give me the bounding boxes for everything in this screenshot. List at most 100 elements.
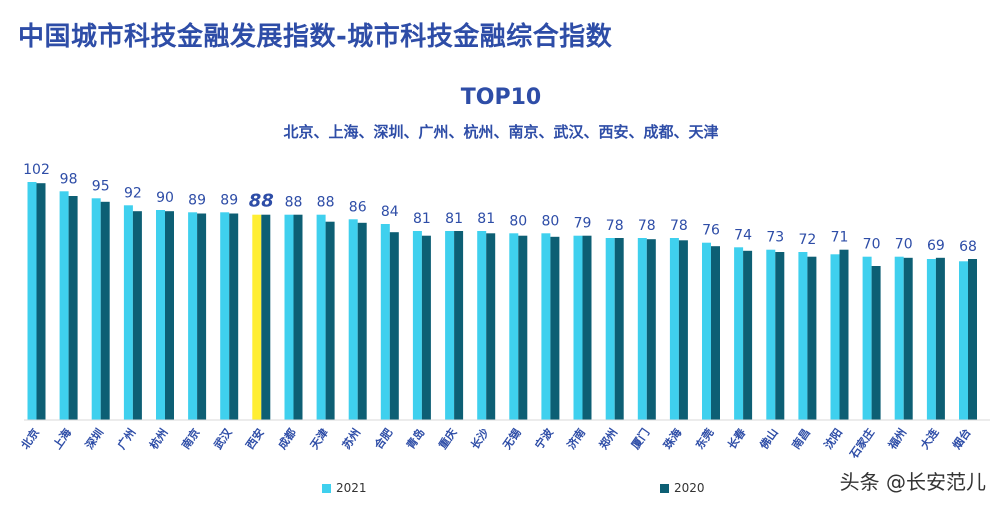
data-label-天津: 88 xyxy=(317,195,335,211)
x-tick-label-厦门: 厦门 xyxy=(628,426,652,452)
data-label-大连: 69 xyxy=(927,238,945,254)
legend-swatch-2021 xyxy=(322,483,331,493)
x-tick-label-烟台: 烟台 xyxy=(949,426,973,452)
bar-2020-深圳 xyxy=(100,201,110,420)
bar-2020-合肥 xyxy=(389,232,399,420)
data-label-济南: 79 xyxy=(574,216,592,232)
data-label-广州: 92 xyxy=(124,185,142,201)
x-tick-label-深圳: 深圳 xyxy=(82,426,106,452)
data-label-北京: 102 xyxy=(23,162,50,178)
bar-2021-深圳 xyxy=(91,198,101,420)
bar-2020-广州 xyxy=(132,211,142,420)
bar-2021-北京 xyxy=(27,182,37,420)
data-label-南昌: 72 xyxy=(798,232,816,248)
bar-2021-成都 xyxy=(284,214,294,420)
bar-2020-武汉 xyxy=(229,213,239,420)
data-label-青岛: 81 xyxy=(413,211,431,227)
x-tick-label-广州: 广州 xyxy=(114,426,138,452)
bar-2021-重庆 xyxy=(445,231,455,420)
x-tick-label-长春: 长春 xyxy=(724,425,749,452)
chart-title: TOP10 xyxy=(460,85,542,110)
x-tick-label-佛山: 佛山 xyxy=(756,426,781,453)
data-label-武汉: 89 xyxy=(220,192,238,208)
bar-2021-宁波 xyxy=(541,233,551,420)
x-tick-label-成都: 成都 xyxy=(275,426,299,452)
x-tick-label-北京: 北京 xyxy=(18,426,42,452)
bar-2021-南京 xyxy=(188,212,198,420)
x-tick-label-石家庄: 石家庄 xyxy=(846,426,877,462)
bar-2021-无锡 xyxy=(509,233,519,420)
bar-2020-天津 xyxy=(325,221,335,420)
bar-2021-杭州 xyxy=(156,210,165,420)
bar-2021-佛山 xyxy=(766,249,776,420)
bar-2020-珠海 xyxy=(678,240,688,420)
x-tick-label-沈阳: 沈阳 xyxy=(821,426,845,452)
x-tick-label-西安: 西安 xyxy=(243,426,267,452)
bar-2021-福州 xyxy=(894,256,904,420)
bar-2020-长沙 xyxy=(486,233,496,420)
bar-2021-郑州 xyxy=(605,238,615,420)
data-label-成都: 88 xyxy=(285,195,303,211)
bar-2020-济南 xyxy=(582,235,592,420)
data-label-西安: 88 xyxy=(249,191,274,212)
bar-2021-长沙 xyxy=(477,231,487,420)
bar-2021-武汉 xyxy=(220,212,230,420)
x-tick-label-无锡: 无锡 xyxy=(499,426,524,453)
bar-2021-珠海 xyxy=(669,238,679,420)
bar-2020-杭州 xyxy=(165,211,174,420)
data-label-佛山: 73 xyxy=(766,230,784,246)
bar-2021-天津 xyxy=(316,214,326,420)
data-label-长春: 74 xyxy=(734,227,752,243)
bar-2020-厦门 xyxy=(646,239,656,420)
bar-2020-上海 xyxy=(68,196,78,420)
legend-item-2020: 2020 xyxy=(660,481,705,495)
bar-2021-沈阳 xyxy=(830,254,840,420)
bar-2021-烟台 xyxy=(959,261,968,420)
data-label-上海: 98 xyxy=(60,171,78,187)
legend-item-2021: 2021 xyxy=(322,481,367,495)
bar-2020-南京 xyxy=(197,213,207,420)
x-tick-label-青岛: 青岛 xyxy=(403,426,427,452)
data-label-长沙: 81 xyxy=(477,211,495,227)
bar-2020-沈阳 xyxy=(839,249,849,420)
bar-2020-宁波 xyxy=(550,236,560,420)
x-tick-label-苏州: 苏州 xyxy=(339,426,363,452)
data-label-无锡: 80 xyxy=(509,213,527,229)
data-label-珠海: 78 xyxy=(670,218,688,234)
chart-subtitle: 北京、上海、深圳、广州、杭州、南京、武汉、西安、成都、天津 xyxy=(283,123,719,141)
bar-2021-石家庄 xyxy=(862,256,872,420)
data-label-沈阳: 71 xyxy=(831,230,849,246)
data-label-东莞: 76 xyxy=(702,223,720,239)
data-label-深圳: 95 xyxy=(92,178,110,194)
x-tick-label-东莞: 东莞 xyxy=(692,426,716,452)
data-label-合肥: 84 xyxy=(381,204,399,220)
legend-label-2021: 2021 xyxy=(336,481,367,495)
bar-2021-上海 xyxy=(59,191,69,420)
bar-2020-青岛 xyxy=(421,235,431,420)
bar-2021-东莞 xyxy=(702,242,711,420)
bar-2020-南昌 xyxy=(807,256,817,420)
bar-2021-广州 xyxy=(123,205,133,420)
data-label-南京: 89 xyxy=(188,192,206,208)
bar-2021-厦门 xyxy=(637,238,647,420)
data-label-郑州: 78 xyxy=(606,218,624,234)
bar-2020-大连 xyxy=(935,257,945,420)
x-tick-label-郑州: 郑州 xyxy=(596,426,620,452)
bar-2021-青岛 xyxy=(412,231,422,420)
bar-2021-苏州 xyxy=(348,219,358,420)
x-tick-label-上海: 上海 xyxy=(50,426,74,452)
data-label-石家庄: 70 xyxy=(863,237,881,253)
bar-2020-东莞 xyxy=(711,246,720,420)
data-label-厦门: 78 xyxy=(638,218,656,234)
bar-2020-佛山 xyxy=(775,252,785,420)
bar-2020-石家庄 xyxy=(871,266,881,420)
main-title: 中国城市科技金融发展指数-城市科技金融综合指数 xyxy=(18,22,613,52)
watermark: 头条 @长安范儿 xyxy=(839,470,986,494)
x-tick-label-杭州: 杭州 xyxy=(146,426,170,452)
bar-2021-西安 xyxy=(252,214,262,420)
x-tick-label-长沙: 长沙 xyxy=(468,426,492,452)
bar-2021-济南 xyxy=(573,235,583,420)
bar-2021-合肥 xyxy=(380,224,390,420)
bar-2020-苏州 xyxy=(357,222,367,420)
